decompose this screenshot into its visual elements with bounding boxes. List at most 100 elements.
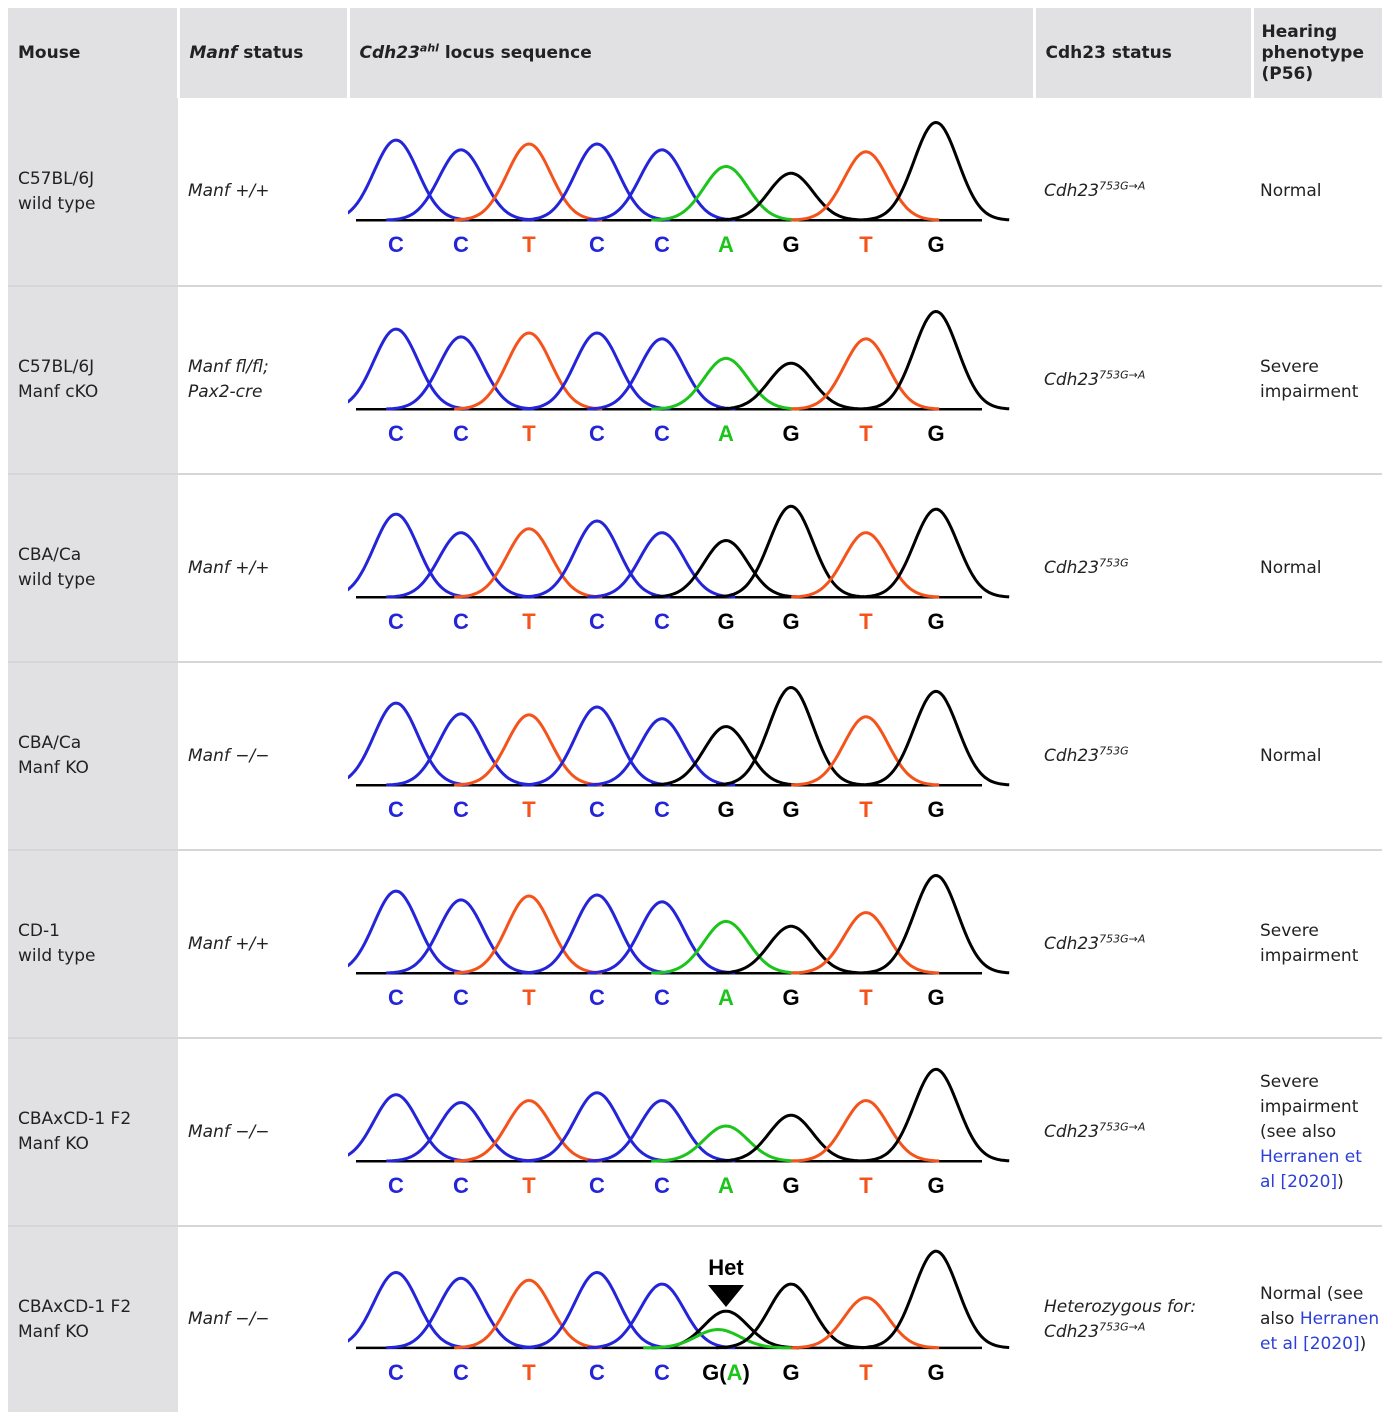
manf-status-cell: Manf −/− <box>178 661 348 850</box>
peak-c <box>348 701 470 787</box>
mouse-cell: C57BL/6J Manf cKO <box>8 285 178 474</box>
peak-g <box>651 538 800 599</box>
peak-g <box>861 1067 1010 1163</box>
base-label: C <box>388 421 404 446</box>
base-label: C <box>654 797 670 822</box>
peak-g <box>716 361 865 411</box>
base-label: G <box>927 609 944 634</box>
mouse-type: Manf KO <box>18 758 89 778</box>
mouse-table: Mouse Manf status Cdh23ahl locus sequenc… <box>8 8 1382 1412</box>
manf-line1: Manf +/+ <box>188 557 270 578</box>
header-cdh23-status: Cdh23 status <box>1034 8 1254 98</box>
hearing-text: Severe impairment (see also <box>1260 1071 1359 1142</box>
peak-c <box>386 148 535 222</box>
peak-c <box>587 900 736 975</box>
base-label: G <box>717 797 734 822</box>
base-label: T <box>859 797 873 822</box>
peak-t <box>791 150 940 222</box>
base-label: T <box>859 609 873 634</box>
mouse-strain: CBAxCD-1 F2 <box>18 1109 132 1129</box>
mouse-cell: CBA/Ca wild type <box>8 473 178 662</box>
peak-t <box>791 337 940 411</box>
peak-t <box>791 1099 940 1163</box>
table-row: C57BL/6J wild type Manf +/+ C C T C C A G T G Cdh… <box>8 98 1382 286</box>
het-label: Het <box>708 1255 744 1280</box>
base-label: C <box>589 609 605 634</box>
base-label: C <box>453 1173 469 1198</box>
peak-c <box>522 1091 671 1163</box>
mouse-strain: CBA/Ca <box>18 733 82 753</box>
base-label: A <box>718 1173 734 1198</box>
base-label: G <box>927 985 944 1010</box>
peak-g <box>716 171 865 222</box>
base-label: C <box>654 609 670 634</box>
cdh23-allele: 753G <box>1099 743 1129 757</box>
mouse-type: Manf KO <box>18 1134 89 1154</box>
peak-t <box>454 142 603 222</box>
cdh23-gene: Cdh23 <box>1044 1321 1100 1342</box>
manf-status-cell: Manf fl/fl; Pax2-cre <box>178 285 348 474</box>
peak-g <box>651 725 800 787</box>
hearing-cell: Normal <box>1252 473 1382 662</box>
cdh23-gene: Cdh23 <box>1044 1121 1100 1142</box>
base-label: G <box>782 609 799 634</box>
mouse-strain: CD-1 <box>18 921 60 941</box>
hearing-cell: Normal <box>1252 98 1382 286</box>
peak-a <box>651 1124 800 1163</box>
base-label: C <box>654 421 670 446</box>
cdh23-gene: Cdh23 <box>1044 745 1100 766</box>
mouse-strain: CBAxCD-1 F2 <box>18 1296 132 1317</box>
table-row: CBA/Ca wild type Manf +/+ C C T C C G G T G Cdh23… <box>8 473 1382 662</box>
base-label: C <box>589 421 605 446</box>
mouse-type: wild type <box>18 946 96 966</box>
cdh23-allele: 753G→A <box>1099 931 1146 945</box>
peak-c <box>522 519 671 599</box>
base-label: G <box>927 232 944 257</box>
base-label: C <box>388 1360 404 1385</box>
base-label: C <box>388 232 404 257</box>
manf-status-cell: Manf +/+ <box>178 849 348 1038</box>
base-label: T <box>859 985 873 1010</box>
cdh23-genotype: Cdh23753G→A <box>1044 1120 1252 1145</box>
reference-link[interactable]: Herranen et al [2020] <box>1260 1309 1380 1354</box>
cdh23-gene: Cdh23 <box>1044 181 1100 201</box>
header-manf-rest: status <box>237 43 304 63</box>
table-row: CD-1 wild type Manf +/+ C C T C C A G T G Cdh2375… <box>8 849 1382 1038</box>
peak-c <box>587 337 736 411</box>
base-label: T <box>522 985 536 1010</box>
manf-line1: Manf +/+ <box>188 181 270 201</box>
header-manf-gene: Manf <box>189 43 238 63</box>
reference-link[interactable]: Herranen et al [2020] <box>1260 1146 1362 1192</box>
base-label: G <box>782 232 799 257</box>
mouse-cell: CD-1 wild type <box>8 849 178 1038</box>
peak-c <box>386 1276 535 1350</box>
base-label: C <box>453 1360 469 1385</box>
cdh23-genotype: Cdh23753G→A <box>1044 179 1252 204</box>
peak-g <box>861 507 1010 599</box>
cdh23-status-cell: Heterozygous for: Cdh23753G→A <box>1034 1225 1252 1412</box>
peak-t <box>454 1278 603 1350</box>
peak-t <box>791 715 940 787</box>
base-label: A <box>718 421 734 446</box>
header-mouse: Mouse <box>8 8 180 98</box>
peak-c <box>522 1270 671 1350</box>
base-label: T <box>522 421 536 446</box>
base-label: C <box>654 985 670 1010</box>
table-row: C57BL/6J Manf cKO Manf fl/fl; Pax2-cre C C T… <box>8 285 1382 474</box>
cdh23-gene: Cdh23 <box>1044 369 1100 390</box>
peak-c <box>587 717 736 787</box>
base-label: G <box>927 1173 944 1198</box>
cdh23-status-cell: Cdh23753G→A <box>1034 285 1252 474</box>
peak-c <box>522 893 671 975</box>
cdh23-genotype: Cdh23753G→A <box>1044 368 1252 393</box>
manf-status-cell: Manf −/− <box>178 1225 348 1412</box>
base-label: G <box>782 1360 799 1385</box>
mouse-type: Manf cKO <box>18 382 99 402</box>
cdh23-status-cell: Cdh23753G <box>1034 661 1252 850</box>
